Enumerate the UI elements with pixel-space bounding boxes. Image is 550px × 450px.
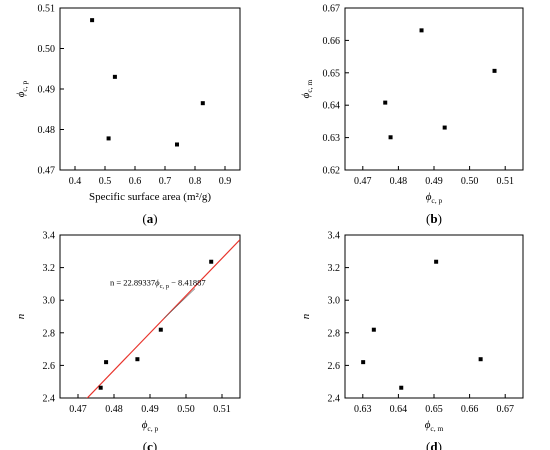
panel-d: 0.63 0.64 0.65 0.66 0.67 2.4 2.6 2.8 3.0 3.2 3.4 ϕc… — [300, 231, 524, 450]
y-axis-label: ϕc, m — [300, 80, 314, 99]
y-axis-label: n — [15, 313, 27, 319]
y-tick-label: 3.2 — [328, 263, 341, 274]
y-tick-label: 0.66 — [323, 36, 341, 47]
data-point — [434, 259, 439, 264]
x-tick-label: 0.47 — [354, 176, 372, 187]
data-point — [492, 68, 497, 73]
panel-label: (b) — [426, 211, 442, 226]
plot-frame — [344, 234, 524, 399]
plot-frame — [59, 7, 241, 171]
x-axis-label: ϕc, p — [426, 191, 443, 205]
y-tick-label: 0.64 — [323, 101, 341, 112]
y-tick-label: 0.67 — [323, 4, 341, 15]
x-tick-label: 0.63 — [354, 404, 372, 415]
data-point — [209, 259, 214, 264]
y-tick-label: 2.8 — [328, 328, 341, 339]
y-tick-label: 2.6 — [43, 361, 56, 372]
data-point — [90, 18, 95, 23]
y-tick-label: 2.8 — [43, 328, 56, 339]
panel-label: (d) — [426, 439, 442, 450]
x-tick-label: 0.6 — [129, 176, 142, 187]
data-point — [442, 125, 447, 130]
data-point — [135, 357, 140, 362]
y-tick-label: 0.63 — [323, 133, 341, 144]
x-axis-label: ϕc, m — [425, 419, 444, 433]
x-tick-label: 0.48 — [390, 176, 408, 187]
y-tick-label: 0.51 — [38, 4, 56, 15]
x-tick-label: 0.51 — [213, 404, 231, 415]
y-tick-label: 2.6 — [328, 361, 341, 372]
data-point — [106, 136, 111, 141]
data-point — [388, 135, 393, 140]
plot-frame — [59, 234, 241, 399]
y-tick-label: 0.49 — [38, 85, 56, 96]
y-tick-label: 0.50 — [38, 44, 56, 55]
x-axis-label: ϕc, p — [142, 419, 159, 433]
x-tick-label: 0.47 — [69, 404, 87, 415]
data-point — [478, 357, 483, 362]
panel-label: (c) — [143, 439, 157, 450]
annotation-leader — [164, 288, 196, 319]
data-point — [200, 101, 205, 106]
y-tick-label: 0.65 — [323, 68, 341, 79]
x-tick-label: 0.7 — [159, 176, 172, 187]
y-tick-label: 0.48 — [38, 125, 56, 136]
data-point — [371, 327, 376, 332]
y-tick-label: 3.0 — [43, 296, 56, 307]
x-tick-label: 0.64 — [390, 404, 408, 415]
data-point — [158, 327, 163, 332]
x-tick-label: 0.51 — [496, 176, 514, 187]
y-tick-label: 2.4 — [328, 394, 341, 405]
data-point — [112, 74, 117, 79]
y-tick-label: 2.4 — [43, 394, 56, 405]
y-tick-label: 3.4 — [43, 231, 56, 242]
y-tick-label: 3.4 — [328, 231, 341, 242]
panel-c: 0.47 0.48 0.49 0.50 0.51 2.4 2.6 2.8 3.0 3.2 3.4 ϕc… — [15, 231, 241, 450]
fit-equation: n = 22.89337ϕc, p − 8.41887 — [110, 278, 206, 291]
y-tick-label: 3.0 — [328, 296, 341, 307]
y-tick-label: 3.2 — [43, 263, 56, 274]
x-tick-label: 0.50 — [177, 404, 195, 415]
x-tick-label: 0.65 — [425, 404, 443, 415]
data-point — [104, 360, 109, 365]
x-tick-label: 0.48 — [105, 404, 123, 415]
x-tick-label: 0.8 — [189, 176, 202, 187]
panel-a: 0.4 0.5 0.6 0.7 0.8 0.9 0.47 0.48 0.49 0.50 0.51 Sp… — [15, 4, 241, 226]
y-axis-label: ϕc, p — [15, 80, 29, 97]
data-point — [361, 360, 366, 365]
x-tick-label: 0.5 — [99, 176, 112, 187]
panel-b: 0.47 0.48 0.49 0.50 0.51 0.62 0.63 0.64 0.65 0.66… — [300, 4, 524, 226]
data-point — [399, 385, 404, 390]
data-point — [419, 28, 424, 33]
y-tick-label: 0.47 — [38, 166, 56, 177]
x-tick-label: 0.49 — [141, 404, 159, 415]
fit-line — [86, 239, 240, 398]
x-tick-label: 0.50 — [461, 176, 479, 187]
x-axis-label: Specific surface area (m²/g) — [89, 191, 211, 203]
x-tick-label: 0.4 — [69, 176, 82, 187]
y-axis-label: n — [300, 313, 312, 319]
data-point — [383, 100, 388, 105]
x-tick-label: 0.9 — [219, 176, 232, 187]
data-point — [175, 142, 179, 147]
y-tick-label: 0.62 — [323, 166, 341, 177]
plot-frame — [344, 7, 524, 171]
panel-label: (a) — [142, 211, 157, 226]
x-tick-label: 0.67 — [496, 404, 514, 415]
x-tick-label: 0.66 — [461, 404, 479, 415]
data-point — [98, 385, 103, 390]
x-tick-label: 0.49 — [425, 176, 443, 187]
